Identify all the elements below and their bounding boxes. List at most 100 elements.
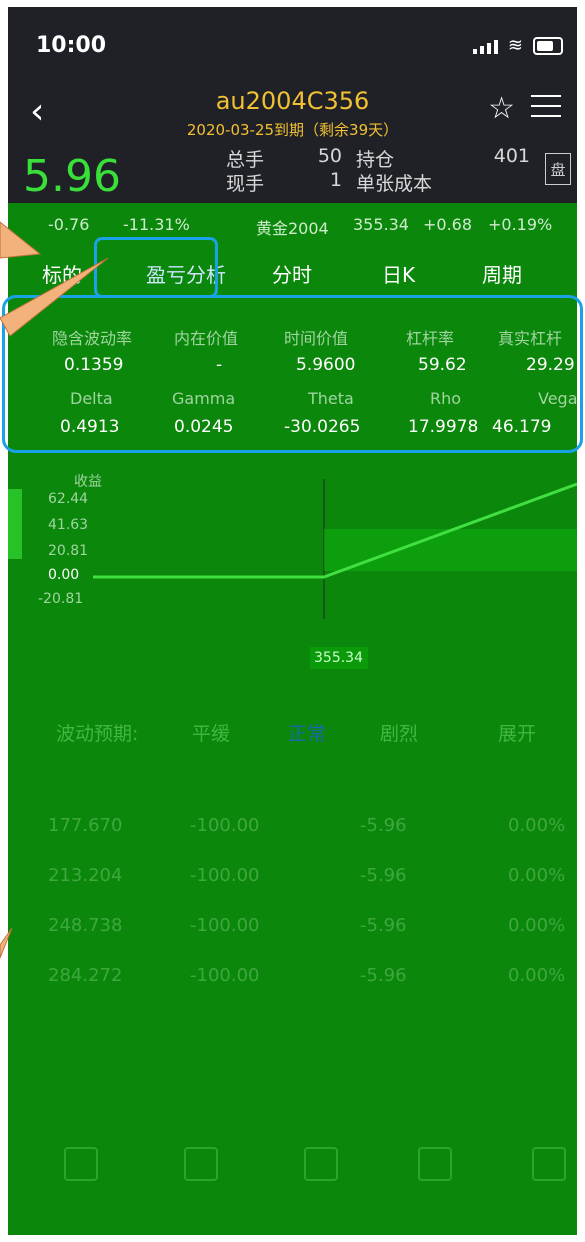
table-row: 177.670 -100.00 -5.96 0.00% (8, 815, 577, 865)
header: ‹ au2004C356 2020-03-25到期（剩余39天） ☆ (8, 79, 577, 145)
metric-label: Theta (308, 389, 354, 408)
metric-value: 46.179 (492, 417, 552, 437)
y-tick: -20.81 (38, 591, 84, 607)
page-title: au2004C356 (215, 87, 370, 115)
status-icons: ≋ (472, 35, 563, 56)
table-cell: -5.96 (360, 865, 407, 886)
menu-icon[interactable] (531, 95, 561, 125)
trade-icon[interactable] (184, 1147, 218, 1181)
table-cell: 0.00% (508, 965, 566, 986)
x-marker-label: 355.34 (314, 650, 363, 666)
status-time: 10:00 (36, 33, 107, 58)
table-cell: -5.96 (360, 965, 407, 986)
back-icon[interactable]: ‹ (30, 91, 45, 132)
metric-label: 时间价值 (284, 329, 349, 348)
underlying-change-pct: +0.19% (488, 215, 553, 234)
tab-daily-k[interactable]: 日K (382, 263, 416, 287)
table-cell: -100.00 (190, 965, 260, 986)
metric-label: Rho (430, 389, 462, 408)
metric-value: 29.29 (526, 355, 575, 375)
table-cell: -5.96 (360, 915, 407, 936)
highlight-tab-box (94, 237, 218, 298)
metric-value: 59.62 (418, 355, 467, 375)
table-cell: -100.00 (190, 815, 260, 836)
x-marker-bg (310, 647, 368, 669)
change-value: -0.76 (48, 215, 90, 234)
expiry-subtitle: 2020-03-25到期（剩余39天） (186, 121, 399, 139)
pnl-chart-svg (8, 479, 577, 669)
wave-expectation: 波动预期: 平缓 正常 剧烈 展开 (8, 707, 577, 757)
pan-button[interactable]: 盘 (545, 153, 571, 185)
current-value: 1 (329, 169, 342, 191)
metric-value: - (216, 355, 223, 375)
grid-icon[interactable] (64, 1147, 98, 1181)
y-tick: 62.44 (48, 491, 89, 507)
metric-label: Gamma (172, 389, 236, 408)
table-row: 213.204 -100.00 -5.96 0.00% (8, 865, 577, 915)
underlying-price: 355.34 (353, 215, 409, 234)
change-pct: -11.31% (123, 215, 190, 234)
y-tick: 41.63 (48, 517, 89, 533)
highlight-metrics-box (2, 295, 583, 453)
metric-label: 内在价值 (174, 329, 239, 348)
wave-option-normal[interactable]: 正常 (288, 723, 327, 745)
wave-label: 波动预期: (56, 723, 139, 745)
pnl-chart[interactable]: 收益 62.44 41.63 20.81 0.00 -20.81 355.34 (8, 469, 577, 699)
total-value: 50 (317, 145, 342, 167)
table-cell: 0.00% (508, 815, 566, 836)
status-bar: 10:00 ≋ (8, 7, 577, 77)
metric-value: 0.4913 (60, 417, 120, 437)
table-cell: -5.96 (360, 815, 407, 836)
tab-period[interactable]: 周期 (482, 263, 522, 287)
phone-screen: 10:00 ≋ ‹ au2004C356 2020-03-25到期（剩余39天）… (8, 7, 577, 1235)
current-label: 现手 (226, 173, 265, 195)
metric-value: 0.1359 (64, 355, 124, 375)
table-cell: 213.204 (48, 865, 123, 886)
wave-option-gentle[interactable]: 平缓 (192, 723, 231, 745)
tab-underlying[interactable]: 标的 (42, 263, 82, 287)
underlying-name: 黄金2004 (256, 219, 329, 238)
signal-icon (472, 38, 498, 54)
position-label: 持仓 (356, 149, 395, 171)
left-fill (8, 489, 22, 559)
chart-icon[interactable] (304, 1147, 338, 1181)
metric-value: 5.9600 (296, 355, 356, 375)
table-cell: 0.00% (508, 865, 566, 886)
table-row: 284.272 -100.00 -5.96 0.00% (8, 965, 577, 1015)
tab-pnl-analysis[interactable]: 盈亏分析 (146, 263, 226, 287)
table-row: 248.738 -100.00 -5.96 0.00% (8, 915, 577, 965)
position-value: 401 (493, 145, 530, 167)
wifi-icon: ≋ (507, 35, 523, 56)
metric-label: 杠杆率 (406, 329, 455, 348)
y-tick: 0.00 (48, 567, 80, 583)
quote-panel: 5.96 总手 50 持仓 401 现手 1 单张成本 盘 (8, 145, 577, 209)
tab-intraday[interactable]: 分时 (272, 263, 312, 287)
metric-label: Delta (70, 389, 113, 408)
pnl-line (93, 482, 577, 579)
y-tick: 20.81 (48, 543, 89, 559)
bottom-toolbar (8, 1129, 577, 1199)
list-icon[interactable] (532, 1147, 566, 1181)
table-cell: 177.670 (48, 815, 123, 836)
table-cell: 248.738 (48, 915, 123, 936)
metric-label: Vega (538, 389, 577, 408)
wave-option-intense[interactable]: 剧烈 (380, 723, 419, 745)
total-label: 总手 (226, 149, 265, 171)
underlying-change: +0.68 (423, 215, 473, 234)
table-cell: 284.272 (48, 965, 123, 986)
profit-area (324, 529, 577, 571)
battery-icon (533, 36, 563, 55)
unit-cost-label: 单张成本 (356, 173, 433, 195)
metric-value: 0.0245 (174, 417, 234, 437)
edit-icon[interactable] (418, 1147, 452, 1181)
metric-value: 17.9978 (408, 417, 479, 437)
wave-expand[interactable]: 展开 (498, 723, 537, 745)
metric-value: -30.0265 (284, 417, 361, 437)
sub-quote: -0.76 -11.31% 黄金2004 355.34 +0.68 +0.19% (8, 205, 577, 243)
green-overlay (8, 203, 577, 1235)
table-cell: 0.00% (508, 915, 566, 936)
chart-y-label: 收益 (74, 474, 102, 490)
last-price: 5.96 (23, 151, 121, 202)
table-cell: -100.00 (190, 865, 260, 886)
star-icon[interactable]: ☆ (488, 91, 515, 126)
